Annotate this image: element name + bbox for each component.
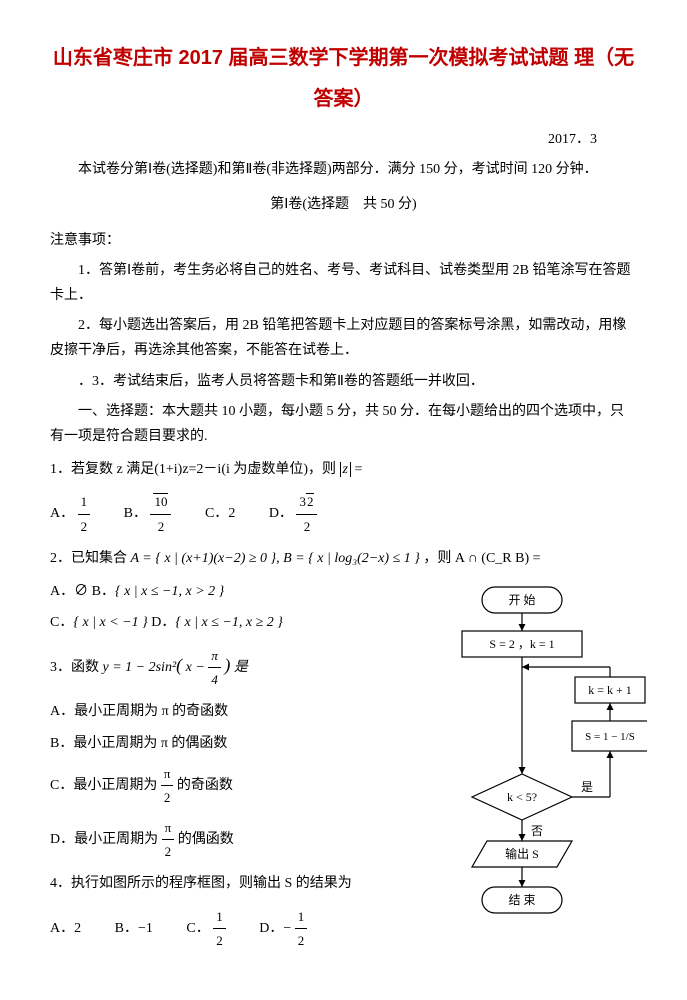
- notes-head: 注意事项：: [50, 228, 637, 253]
- q2-opt-a: A．∅: [50, 584, 88, 599]
- date: 2017．3: [50, 127, 597, 152]
- flowchart: 开 始 S = 2 ，k = 1 k = k + 1 S = 1 − 1/S k…: [397, 579, 647, 938]
- q3-opt-d: D．最小正周期为 π2 的偶函数: [50, 816, 380, 864]
- q4-opt-b: B．−1: [115, 916, 153, 941]
- question-3: 3．函数 y = 1 − 2sin²( x − π4 ) 是: [50, 644, 380, 692]
- q3-func: y = 1 − 2sin²( x − π4 ) 是: [103, 660, 248, 675]
- note-2: 2．每小题选出答案后，用 2B 铅笔把答题卡上对应题目的答案标号涂黑，如需改动，…: [50, 313, 637, 363]
- q2-opt-d: D．{ x | x ≤ −1, x ≥ 2 }: [151, 615, 283, 630]
- title-line1: 山东省枣庄市 2017 届高三数学下学期第一次模拟考试试题 理（无: [50, 40, 637, 76]
- q4-opt-a: A．2: [50, 916, 81, 941]
- q1-tail: =: [355, 462, 363, 477]
- q1-abs-z: z: [340, 462, 351, 477]
- flow-kpp-label: k = k + 1: [588, 683, 632, 697]
- q2-stem-a: 2．已知集合: [50, 551, 131, 566]
- q4-opt-c: C． 12: [186, 905, 225, 953]
- q3-options: A．最小正周期为 π 的奇函数 B．最小正周期为 π 的偶函数 C．最小正周期为…: [50, 699, 380, 863]
- q1-opt-a: A． 12: [50, 490, 90, 538]
- q3-opt-a: A．最小正周期为 π 的奇函数: [50, 699, 380, 724]
- flow-cond-label: k < 5?: [507, 790, 537, 804]
- question-4: 4．执行如图所示的程序框图，则输出 S 的结果为: [50, 871, 380, 896]
- flow-start-label: 开 始: [508, 593, 535, 607]
- q2-sets: A = { x | (x+1)(x−2) ≥ 0 }, B = { x | lo…: [131, 551, 420, 566]
- q1-opt-b: B． 102: [124, 490, 172, 538]
- note-1: 1．答第Ⅰ卷前，考生务必将自己的姓名、考号、考试科目、试卷类型用 2B 铅笔涂写…: [50, 258, 637, 308]
- question-1: 1．若复数 z 满足(1+i)z=2－i(i 为虚数单位)，则 z =: [50, 457, 637, 482]
- intro: 本试卷分第Ⅰ卷(选择题)和第Ⅱ卷(非选择题)两部分．满分 150 分，考试时间 …: [50, 157, 637, 182]
- q2-opt-c: C．{ x | x < −1 }: [50, 615, 148, 630]
- flow-init-label: S = 2 ，k = 1: [489, 637, 554, 651]
- flow-yes-label: 是: [581, 780, 593, 794]
- title-line2: 答案）: [50, 81, 637, 117]
- q3-opt-b: B．最小正周期为 π 的偶函数: [50, 731, 380, 756]
- q1-opt-d: D． 322: [269, 490, 318, 538]
- q3-opt-c: C．最小正周期为 π2 的奇函数: [50, 762, 380, 810]
- flow-no-label: 否: [531, 824, 543, 838]
- flow-end-label: 结 束: [508, 893, 535, 907]
- q1-opt-c: C．2: [205, 501, 235, 526]
- q2-opt-b: B．{ x | x ≤ −1, x > 2 }: [92, 584, 225, 599]
- flow-out-label: 输出 S: [505, 846, 539, 861]
- q4-opt-d: D．− 12: [259, 905, 307, 953]
- note-3: ．3．考试结束后，监考人员将答题卡和第Ⅱ卷的答题纸一并收回．: [50, 369, 637, 394]
- svg-text:S = 1 − 1/S: S = 1 − 1/S: [585, 731, 635, 743]
- section1-label: 第Ⅰ卷(选择题 共 50 分): [50, 192, 637, 217]
- flowchart-svg: 开 始 S = 2 ，k = 1 k = k + 1 S = 1 − 1/S k…: [397, 579, 647, 929]
- q2-options: A．∅ B．{ x | x ≤ −1, x > 2 } C．{ x | x < …: [50, 579, 410, 635]
- q1-options: A． 12 B． 102 C．2 D． 322: [50, 490, 637, 538]
- q4-options: A．2 B．−1 C． 12 D．− 12: [50, 905, 410, 953]
- q3-stem-a: 3．函数: [50, 660, 103, 675]
- question-2: 2．已知集合 A = { x | (x+1)(x−2) ≥ 0 }, B = {…: [50, 546, 637, 571]
- q1-stem: 1．若复数 z 满足(1+i)z=2－i(i 为虚数单位)，则: [50, 462, 336, 477]
- section-instruction: 一、选择题：本大题共 10 小题，每小题 5 分，共 50 分．在每小题给出的四…: [50, 399, 637, 449]
- q2-stem-b: ，则 A ∩ (C_R B) =: [423, 551, 540, 566]
